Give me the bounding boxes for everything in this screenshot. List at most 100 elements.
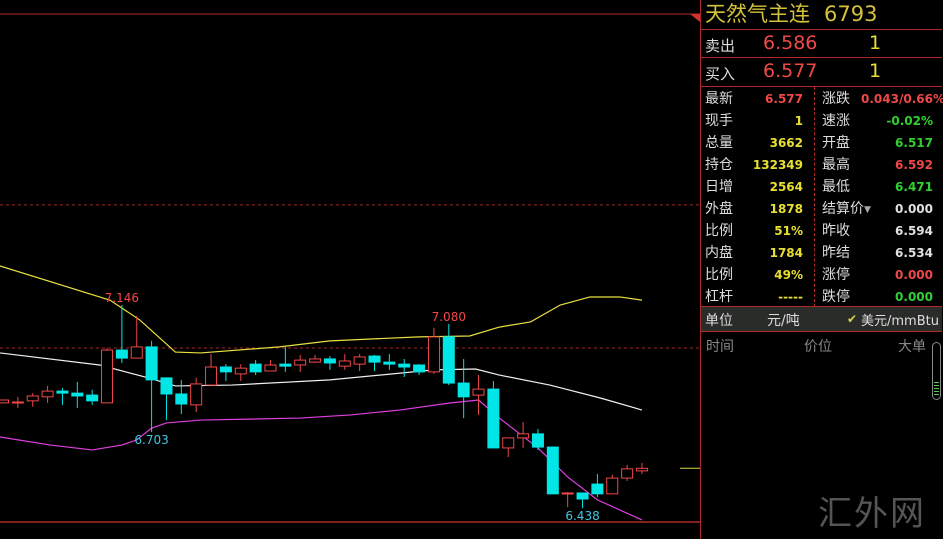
field-label: 结算价 — [822, 201, 864, 217]
header-time: 时间 — [706, 339, 734, 355]
candle[interactable] — [413, 364, 426, 376]
field-label: 杠杆 — [705, 289, 733, 305]
candle-body — [621, 468, 634, 479]
candle-body — [383, 361, 396, 365]
field-value: 49% — [774, 268, 803, 282]
candle-body — [190, 383, 203, 406]
unit-label: 单位 — [705, 313, 733, 329]
candle[interactable] — [531, 428, 544, 450]
candle[interactable] — [427, 327, 440, 374]
candle[interactable] — [294, 354, 307, 372]
candle-body — [175, 393, 188, 405]
buy-qty: 1 — [869, 60, 882, 82]
candle[interactable] — [561, 492, 574, 508]
candle-body — [264, 364, 277, 372]
candle[interactable] — [190, 377, 203, 413]
candle-body — [309, 358, 322, 363]
candle[interactable] — [338, 354, 351, 370]
field-label: 内盘 — [705, 245, 733, 261]
candle[interactable] — [115, 305, 128, 363]
instrument-title: 天然气主连 6793 — [701, 0, 943, 28]
candle-body — [205, 366, 218, 386]
candle[interactable] — [86, 389, 99, 405]
field-value: 6.517 — [895, 136, 933, 150]
buy-price: 6.577 — [763, 60, 818, 82]
candle-body — [487, 388, 500, 449]
candle[interactable] — [442, 323, 455, 386]
quote-panel: 天然气主连 6793 卖出 6.586 1 买入 6.577 1 最新 6.577… — [700, 0, 943, 539]
candle[interactable] — [368, 354, 381, 372]
price-annotation: 6.438 — [565, 509, 599, 523]
candle-body — [353, 356, 366, 365]
candle-body — [591, 483, 604, 495]
candle[interactable] — [234, 364, 247, 382]
candle[interactable] — [0, 399, 9, 404]
candle[interactable] — [219, 364, 232, 382]
candle-body — [576, 492, 589, 500]
sell-qty: 1 — [869, 32, 882, 54]
candle[interactable] — [546, 446, 559, 495]
candle[interactable] — [383, 354, 396, 370]
candle-body — [546, 446, 559, 495]
buy-label: 买入 — [705, 65, 736, 83]
field-value: 0.000 — [895, 202, 933, 216]
candle-body — [531, 433, 544, 448]
dropdown-arrow-icon[interactable]: ▼ — [864, 205, 871, 215]
candle-body — [413, 364, 426, 373]
candle[interactable] — [323, 356, 336, 370]
candle[interactable] — [205, 354, 218, 386]
candle[interactable] — [517, 422, 530, 448]
field-label: 最低 — [822, 179, 850, 195]
bollinger-upper-line — [0, 265, 643, 354]
unit-option-yuan-per-ton[interactable]: 元/吨 — [767, 313, 800, 329]
field-label: 最高 — [822, 157, 850, 173]
candle[interactable] — [56, 387, 69, 405]
candle[interactable] — [145, 340, 158, 433]
candle[interactable] — [398, 358, 411, 378]
candle[interactable] — [160, 377, 173, 421]
candle[interactable] — [309, 354, 322, 363]
candle-body — [86, 394, 99, 402]
header-big-order: 大单 — [898, 339, 926, 355]
candle[interactable] — [591, 474, 604, 498]
corner-marker-icon — [690, 14, 700, 22]
candle[interactable] — [457, 358, 470, 419]
candle-body — [249, 363, 262, 373]
candle[interactable] — [41, 385, 54, 403]
candle[interactable] — [502, 437, 515, 458]
candle[interactable] — [635, 462, 648, 475]
candle[interactable] — [487, 381, 500, 449]
candle[interactable] — [606, 474, 619, 495]
candle-body — [323, 358, 336, 364]
candle[interactable] — [175, 379, 188, 415]
buy-row[interactable]: 买入 6.577 1 — [701, 57, 942, 86]
candle-body — [279, 363, 292, 367]
candle[interactable] — [353, 354, 366, 372]
candle[interactable] — [621, 464, 634, 481]
field-value: 6.577 — [765, 92, 803, 106]
price-annotation: 7.080 — [432, 310, 466, 324]
candle[interactable] — [249, 360, 262, 376]
instrument-code: 6793 — [824, 2, 878, 26]
candle[interactable] — [11, 396, 24, 409]
candle[interactable] — [472, 375, 485, 415]
candle[interactable] — [576, 492, 589, 509]
field-label: 日增 — [705, 179, 733, 195]
candle-body — [427, 336, 440, 373]
candle-body — [71, 392, 84, 397]
candle[interactable] — [279, 346, 292, 372]
field-value: 1878 — [769, 202, 803, 216]
sell-row[interactable]: 卖出 6.586 1 — [701, 29, 942, 58]
instrument-name: 天然气主连 — [705, 2, 810, 26]
candle[interactable] — [26, 393, 39, 407]
sell-price: 6.586 — [763, 32, 818, 54]
candle[interactable] — [130, 315, 143, 359]
candlestick-chart[interactable]: 7.146 6.703 7.080 6.438 — [0, 0, 700, 539]
candle[interactable] — [71, 381, 84, 409]
candle-body — [11, 401, 24, 404]
candle[interactable] — [264, 360, 277, 372]
unit-option-usd-mmbtu[interactable]: 美元/mmBtu — [861, 314, 939, 329]
scrollbar[interactable] — [932, 342, 941, 400]
candle[interactable] — [101, 348, 114, 404]
scrollbar-thumb[interactable] — [934, 382, 939, 396]
